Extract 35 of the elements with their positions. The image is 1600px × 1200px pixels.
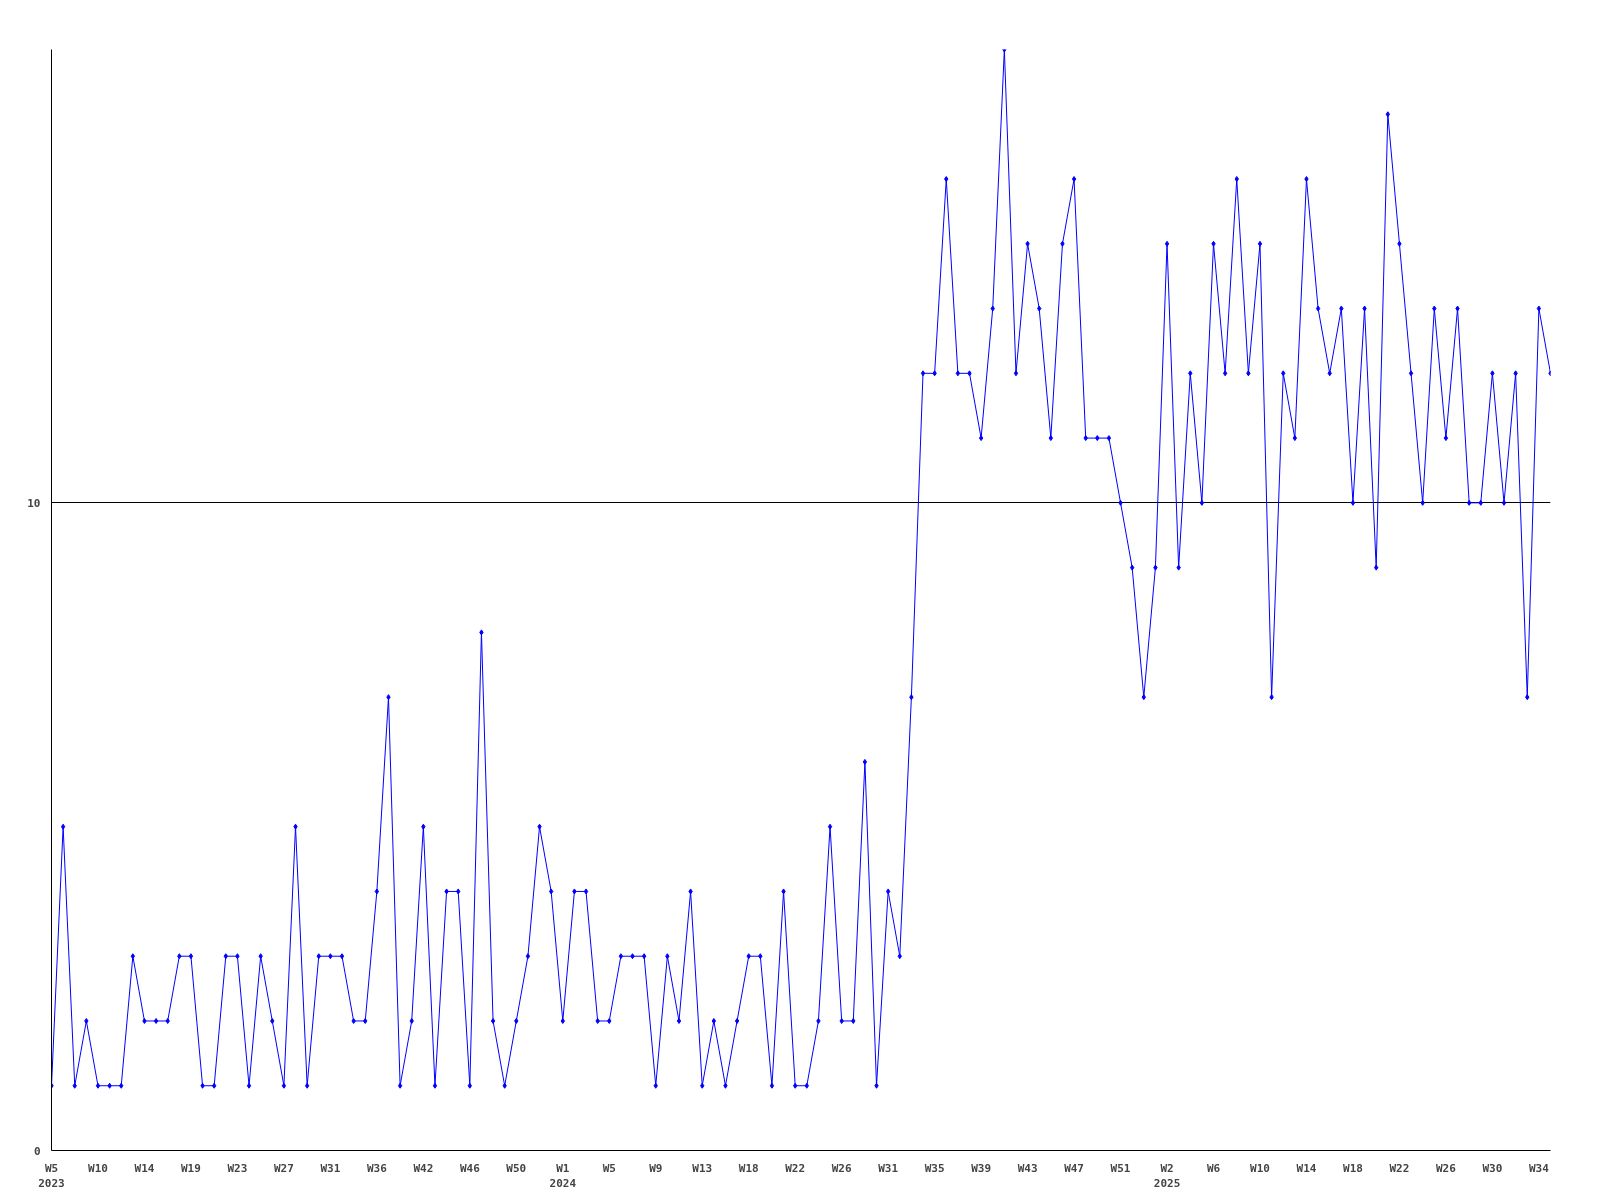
x-tick-label: W18 [1343,1161,1363,1175]
x-tick-label: W35 [924,1161,945,1175]
x-tick-label: W26 [1435,1161,1457,1175]
x-tick-label: W14 [1296,1161,1317,1175]
x-tick-label: W9 [649,1161,663,1175]
x-tick-label: W31 [320,1161,341,1175]
x-tick-label: W19 [181,1161,201,1175]
x-tick-label: W27 [273,1161,294,1175]
x-tick-label: W22 [785,1161,806,1175]
x-tick-label: W50 [506,1161,527,1175]
y-tick-label: 0 [33,1144,41,1158]
x-tick-label: W2 2025 [1153,1161,1181,1191]
x-tick-label: W51 [1110,1161,1131,1175]
x-tick-label: W26 [831,1161,852,1175]
x-tick-label: W5 [602,1161,616,1175]
x-tick-label: W22 [1389,1161,1410,1175]
x-tick-label: W10 [88,1161,108,1175]
x-tick-label: W1 2024 [549,1161,577,1191]
x-tick-label: W47 [1064,1161,1085,1175]
x-tick-label: W39 [971,1161,992,1175]
x-tick-label: W30 [1482,1161,1503,1175]
x-tick-label: W13 [692,1161,713,1175]
x-tick-label: W23 [227,1161,248,1175]
x-tick-label: W34 [1528,1161,1550,1175]
x-tick-label: W46 [459,1161,481,1175]
x-tick-label: W10 [1250,1161,1270,1175]
x-tick-label: W6 [1206,1161,1221,1175]
x-tick-label: W18 [738,1161,759,1175]
x-tick-label: W5 2023 [38,1161,65,1191]
x-tick-label: W14 [134,1161,155,1175]
x-tick-label: W36 [366,1161,388,1175]
y-tick-label: 10 [27,496,41,510]
x-tick-label: W31 [878,1161,899,1175]
x-tick-label: W43 [1017,1161,1038,1175]
x-tick-label: W42 [413,1161,434,1175]
